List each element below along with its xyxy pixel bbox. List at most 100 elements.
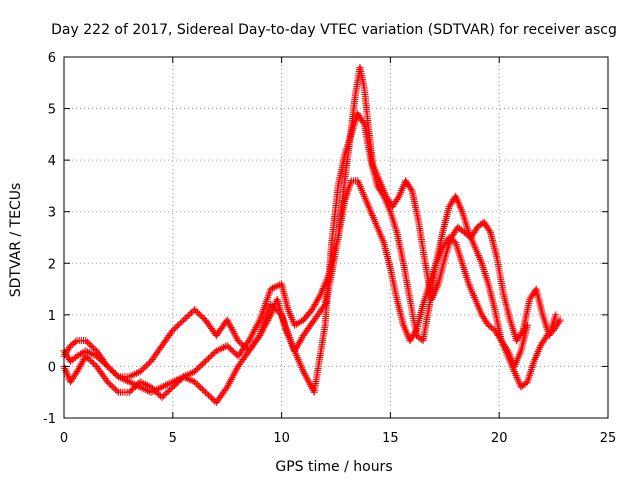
y-axis-label: SDTVAR / TECUs (8, 183, 24, 298)
data-point (198, 360, 206, 368)
data-point (556, 316, 564, 324)
data-point (276, 309, 284, 317)
data-point (141, 363, 149, 371)
y-tick-label: 3 (48, 206, 56, 221)
data-point (271, 305, 279, 313)
data-point (138, 366, 146, 374)
x-tick-label: 0 (60, 431, 68, 446)
data-point (110, 368, 118, 376)
data-point (407, 185, 415, 193)
data-point (205, 354, 213, 362)
data-point (518, 328, 526, 336)
data-point (203, 390, 211, 398)
data-point (172, 380, 180, 388)
data-point (104, 362, 112, 370)
data-point (205, 391, 213, 399)
data-point (197, 362, 205, 370)
data-point (234, 337, 242, 345)
data-point (170, 325, 178, 333)
data-point (107, 365, 115, 373)
y-tick-label: 5 (48, 103, 56, 118)
data-point (169, 383, 177, 391)
data-point (192, 307, 200, 315)
data-point (167, 385, 175, 393)
data-point (208, 351, 216, 359)
data-point (83, 354, 91, 362)
data-point (255, 333, 263, 341)
data-point (191, 368, 199, 376)
plot-frame (63, 56, 609, 419)
data-point (86, 341, 94, 349)
data-point (136, 368, 144, 376)
data-point (200, 387, 208, 395)
data-point (195, 310, 203, 318)
x-axis-label: GPS time / hours (275, 459, 392, 475)
data-point (88, 343, 96, 351)
data-point (85, 340, 93, 348)
data-point (108, 382, 116, 390)
data-point (173, 322, 181, 330)
data-point (82, 352, 90, 360)
data-point (107, 381, 115, 389)
data-point (208, 394, 216, 402)
data-point (236, 338, 244, 346)
data-point (172, 323, 180, 331)
data-point (142, 362, 150, 370)
y-tick-label: 2 (48, 257, 56, 272)
data-point (228, 346, 236, 354)
data-point (316, 292, 324, 300)
data-point (128, 385, 136, 393)
y-tick-label: 1 (48, 309, 56, 324)
data-point (90, 359, 98, 367)
data-point (192, 366, 200, 374)
data-point (194, 381, 202, 389)
chart-title: Day 222 of 2017, Sidereal Day-to-day VTE… (51, 22, 617, 38)
data-point (147, 383, 155, 391)
data-point (229, 348, 237, 356)
data-point (203, 356, 211, 364)
data-point (394, 194, 402, 202)
data-point (82, 337, 90, 345)
data-point (198, 313, 206, 321)
data-point (191, 306, 199, 314)
data-point (268, 302, 276, 310)
x-tick-label: 25 (600, 431, 617, 446)
data-point (186, 310, 194, 318)
data-point (88, 358, 96, 366)
data-point (131, 382, 139, 390)
data-point (178, 317, 186, 325)
data-point (192, 379, 200, 387)
data-point (274, 308, 282, 316)
data-point (181, 315, 189, 323)
y-tick-label: 4 (48, 154, 56, 169)
data-point (184, 312, 192, 320)
data-point (187, 309, 195, 317)
data-point (209, 350, 217, 358)
data-point (153, 389, 161, 397)
data-point (485, 227, 493, 235)
data-point (201, 388, 209, 396)
data-point (273, 306, 281, 314)
data-point (155, 390, 163, 398)
data-point (149, 385, 157, 393)
data-point (197, 384, 205, 392)
data-point (267, 301, 275, 309)
data-point (222, 385, 230, 393)
x-tick-label: 10 (273, 431, 290, 446)
data-point (175, 377, 183, 385)
data-point (197, 312, 205, 320)
data-point (198, 385, 206, 393)
axis-ticks: 0 5 10 15 20 25 -1 0 1 2 3 4 5 6 (43, 51, 616, 446)
data-point (166, 386, 174, 394)
data-point (83, 338, 91, 346)
data-point (164, 387, 172, 395)
data-point (170, 382, 178, 390)
data-point (191, 378, 199, 386)
data-point (90, 344, 98, 352)
data-point (244, 338, 252, 346)
data-point (127, 387, 135, 395)
data-point (223, 342, 231, 350)
y-tick-label: -1 (43, 412, 56, 427)
data-point (130, 384, 138, 392)
